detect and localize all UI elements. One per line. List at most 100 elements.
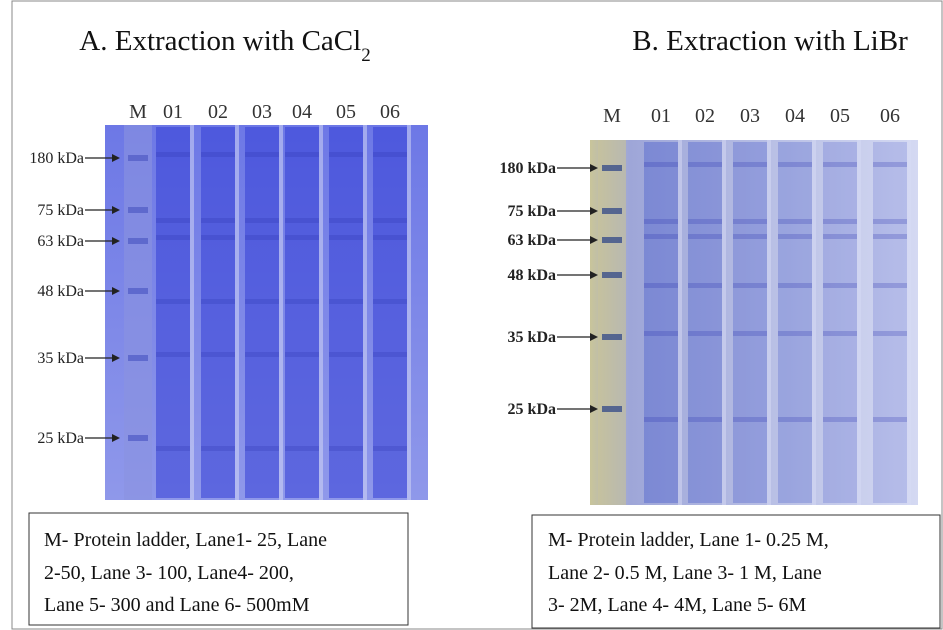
ladder-band <box>602 165 622 171</box>
protein-band <box>156 235 190 240</box>
sample-lane <box>201 127 235 498</box>
ladder-band <box>602 272 622 278</box>
caption-line: Lane 2- 0.5 M, Lane 3- 1 M, Lane <box>548 562 822 584</box>
arrow-head <box>590 333 598 341</box>
protein-band <box>778 417 812 422</box>
protein-band <box>373 152 407 157</box>
protein-band <box>873 283 907 288</box>
title-subscript: 2 <box>361 45 371 66</box>
protein-band <box>823 219 857 224</box>
protein-band <box>733 417 767 422</box>
protein-band <box>201 235 235 240</box>
sample-lane <box>373 127 407 498</box>
arrow-head <box>590 164 598 172</box>
lane-gap <box>190 125 194 500</box>
protein-band <box>156 299 190 304</box>
ladder-band <box>128 155 148 161</box>
lane-label: 02 <box>695 105 715 127</box>
protein-band <box>245 218 279 223</box>
protein-band <box>688 219 722 224</box>
sample-lane <box>329 127 363 498</box>
protein-band <box>733 219 767 224</box>
protein-band <box>688 283 722 288</box>
protein-band <box>245 235 279 240</box>
protein-band <box>873 331 907 336</box>
ladder-band <box>128 435 148 441</box>
protein-band <box>688 417 722 422</box>
ladder-band <box>128 238 148 244</box>
protein-band <box>156 218 190 223</box>
marker-label: 25 kDa <box>37 430 84 447</box>
marker-label: 75 kDa <box>508 203 556 220</box>
protein-band <box>329 299 363 304</box>
sample-lane <box>156 127 190 498</box>
ladder-band <box>602 334 622 340</box>
ladder-lane <box>124 125 152 500</box>
protein-band <box>778 234 812 239</box>
protein-band <box>156 352 190 357</box>
panel-title: A. Extraction with CaCl2 <box>79 25 370 66</box>
lane-gap <box>235 125 239 500</box>
sample-lane <box>245 127 279 498</box>
lane-label: 04 <box>292 101 312 123</box>
lane-label: M <box>603 105 621 127</box>
protein-band <box>733 234 767 239</box>
protein-band <box>201 218 235 223</box>
protein-band <box>733 283 767 288</box>
arrow-head <box>590 271 598 279</box>
marker-label: 180 kDa <box>29 150 84 167</box>
marker-label: 75 kDa <box>37 202 84 219</box>
protein-band <box>201 299 235 304</box>
arrow-head <box>590 405 598 413</box>
protein-band <box>245 152 279 157</box>
arrow-head <box>590 207 598 215</box>
lane-label: 03 <box>740 105 760 127</box>
protein-band <box>373 352 407 357</box>
protein-band <box>373 235 407 240</box>
lane-label: 05 <box>336 101 356 123</box>
protein-band <box>285 352 319 357</box>
protein-band <box>156 152 190 157</box>
sample-lane <box>285 127 319 498</box>
marker-label: 48 kDa <box>508 267 556 284</box>
protein-band <box>873 234 907 239</box>
protein-band <box>778 162 812 167</box>
marker-label: 35 kDa <box>508 329 556 346</box>
caption-line: Lane 5- 300 and Lane 6- 500mM <box>44 594 310 616</box>
sample-lane <box>873 142 907 503</box>
sample-lane <box>733 142 767 503</box>
protein-band <box>285 299 319 304</box>
caption-box <box>28 512 409 626</box>
ladder-band <box>128 207 148 213</box>
ladder-band <box>602 237 622 243</box>
sample-lane <box>644 142 678 503</box>
lane-label: M <box>129 101 147 123</box>
protein-band <box>688 162 722 167</box>
protein-band <box>329 446 363 451</box>
protein-band <box>285 446 319 451</box>
lane-label: 05 <box>830 105 850 127</box>
arrow-head <box>112 154 120 162</box>
marker-label: 35 kDa <box>37 350 84 367</box>
protein-band <box>285 218 319 223</box>
protein-band <box>823 234 857 239</box>
lane-label: 06 <box>380 101 400 123</box>
protein-band <box>285 152 319 157</box>
protein-band <box>823 162 857 167</box>
protein-band <box>688 234 722 239</box>
lane-gap <box>722 140 726 505</box>
lane-gap <box>907 140 911 505</box>
protein-band <box>644 219 678 224</box>
protein-band <box>778 219 812 224</box>
protein-band <box>873 417 907 422</box>
lane-label: 03 <box>252 101 272 123</box>
protein-band <box>644 283 678 288</box>
panel-title: B. Extraction with LiBr <box>632 25 908 57</box>
protein-band <box>873 219 907 224</box>
lane-gap <box>767 140 771 505</box>
title-main: A. Extraction with CaCl <box>79 25 361 57</box>
protein-band <box>373 446 407 451</box>
lane-label: 01 <box>651 105 671 127</box>
protein-band <box>778 283 812 288</box>
